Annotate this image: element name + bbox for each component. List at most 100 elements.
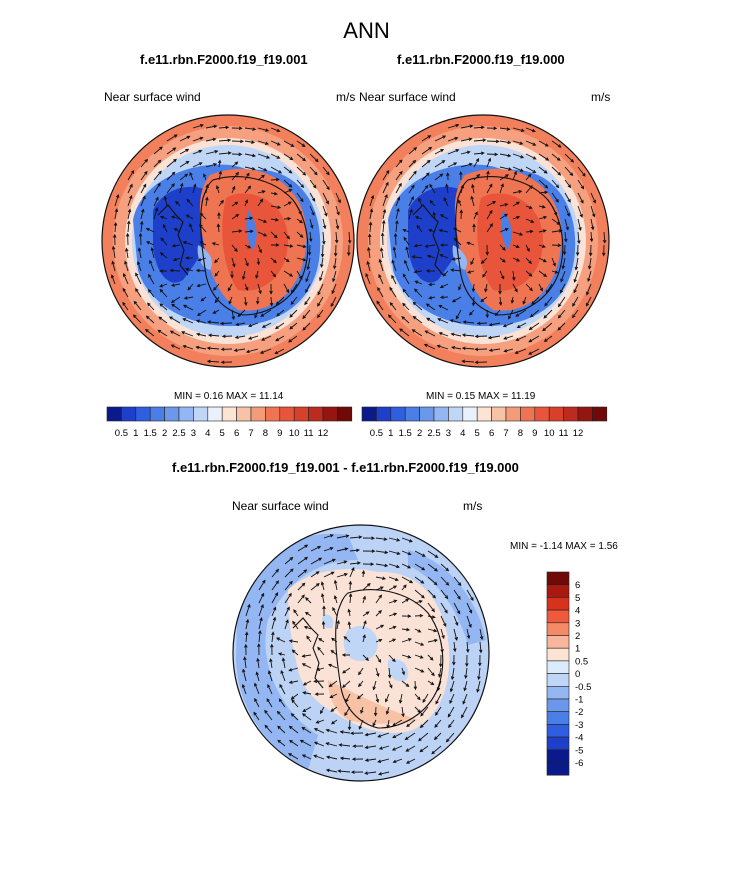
wind-vector-arrow [499,244,506,251]
wind-vector-arrow [422,693,429,703]
wind-vector-arrow [185,214,194,220]
wind-vector-arrow [301,713,312,721]
wind-vector-arrow [460,162,473,168]
wind-vector-arrow [499,153,512,158]
wind-vector-arrow [261,322,272,328]
wind-vector-arrow [467,270,475,274]
wind-vector-arrow [450,332,462,337]
wind-vector-arrow [388,537,401,542]
wind-vector-arrow [310,582,320,591]
wind-vector-arrow [401,614,412,618]
panel2-polar-map [356,114,610,368]
panel1-polar-map [101,114,355,368]
wind-vector-arrow [140,158,149,168]
wind-vector-arrow [401,680,410,688]
wind-vector-arrow [127,169,135,181]
wind-vector-arrow [499,227,509,233]
wind-vector-arrow [185,256,193,260]
wind-vector-arrow [166,183,175,194]
wind-vector-arrow [577,205,583,219]
diff-colorbar-box [546,762,570,776]
wind-vector-arrow [388,625,397,630]
wind-vector-arrow [419,719,429,729]
wind-vector-arrow [461,333,475,337]
wind-vector-arrow [244,140,256,144]
panel2-colorbar-label: 2 [417,428,422,439]
wind-vector-arrow [413,270,423,274]
wind-vector-arrow [352,744,364,748]
panel1-colorbar-label: 3 [191,428,196,439]
diff-colorbar-box [546,635,570,649]
panel2-colorbar-label: 9 [532,428,537,439]
wind-vector-arrow [577,218,582,232]
wind-vector-arrow [395,207,400,220]
wind-vector-arrow [587,257,592,270]
wind-vector-arrow [564,192,571,203]
wind-vector-arrow [257,231,268,237]
wind-vector-arrow [217,159,222,168]
diff-colorbar-box [546,609,570,624]
panel1-colorbar-label: 8 [263,428,268,439]
wind-vector-arrow [313,741,325,747]
wind-vector-arrow [502,322,514,328]
wind-vector-arrow [414,216,423,220]
panel2-colorbar-label: 10 [544,428,555,439]
wind-vector-arrow [470,195,475,207]
wind-vector-arrow [159,288,168,298]
panel2-colorbar-box [462,406,478,422]
wind-vector-arrow [334,231,339,244]
wind-vector-arrow [471,296,476,307]
wind-vector-arrow [320,593,325,604]
wind-vector-arrow [172,257,181,262]
wind-vector-arrow [466,589,474,602]
wind-vector-arrow [388,550,401,555]
wind-vector-arrow [170,296,181,303]
wind-vector-arrow [349,535,363,539]
wind-vector-arrow [364,732,377,737]
wind-vector-arrow [160,237,168,246]
wind-vector-arrow [525,173,532,181]
wind-vector-arrow [288,639,299,643]
wind-vector-arrow [538,270,548,277]
wind-vector-arrow [125,232,130,246]
wind-vector-arrow [538,283,543,292]
wind-vector-arrow [551,229,563,233]
wind-vector-arrow [574,257,579,271]
wind-vector-arrow [367,246,371,259]
wind-vector-arrow [551,243,562,248]
wind-vector-arrow [356,693,364,700]
wind-vector-arrow [480,257,488,264]
wind-vector-arrow [408,159,417,168]
wind-vector-arrow [137,247,142,259]
wind-vector-arrow [427,638,438,643]
wind-vector-arrow [205,196,209,207]
wind-vector-arrow [301,726,312,734]
wind-vector-arrow [362,654,369,661]
wind-vector-arrow [253,711,260,721]
wind-vector-arrow [560,270,566,283]
wind-vector-arrow [323,534,334,539]
wind-vector-arrow [418,197,423,207]
wind-vector-arrow [427,667,435,677]
wind-vector-arrow [248,335,259,340]
wind-vector-arrow [364,745,377,750]
panel1-colorbar-label: 5 [220,428,225,439]
wind-vector-arrow [484,283,488,293]
wind-vector-arrow [453,628,458,641]
wind-vector-arrow [336,560,348,565]
wind-vector-arrow [288,739,299,747]
wind-vector-arrow [420,706,429,717]
wind-vector-arrow [538,229,547,233]
wind-vector-arrow [322,218,327,230]
diff-case-title: f.e11.rbn.F2000.f19_f19.001 - f.e11.rbn.… [172,460,519,475]
wind-vector-arrow [332,270,337,283]
wind-vector-arrow [498,284,502,295]
wind-vector-arrow [170,283,181,287]
panel2-colorbar-box [505,406,521,422]
wind-vector-arrow [260,335,272,341]
wind-vector-arrow [442,270,449,277]
panel1-colorbar-box [193,406,209,422]
wind-vector-arrow [309,179,317,189]
wind-vector-arrow [110,274,116,285]
wind-vector-arrow [447,123,460,129]
